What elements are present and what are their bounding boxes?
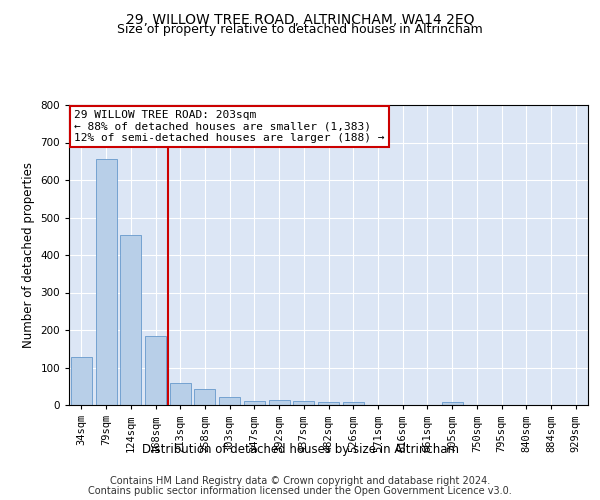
Bar	[318, 402, 339, 405]
Bar	[145, 336, 166, 405]
Bar	[120, 235, 141, 405]
Text: Distribution of detached houses by size in Altrincham: Distribution of detached houses by size …	[142, 442, 458, 456]
Bar	[442, 402, 463, 405]
Text: Size of property relative to detached houses in Altrincham: Size of property relative to detached ho…	[117, 22, 483, 36]
Text: 29, WILLOW TREE ROAD, ALTRINCHAM, WA14 2EQ: 29, WILLOW TREE ROAD, ALTRINCHAM, WA14 2…	[126, 12, 474, 26]
Bar	[71, 357, 92, 405]
Bar	[244, 400, 265, 405]
Bar	[219, 397, 240, 405]
Bar	[95, 159, 116, 405]
Y-axis label: Number of detached properties: Number of detached properties	[22, 162, 35, 348]
Text: Contains HM Land Registry data © Crown copyright and database right 2024.: Contains HM Land Registry data © Crown c…	[110, 476, 490, 486]
Bar	[343, 402, 364, 405]
Text: 29 WILLOW TREE ROAD: 203sqm
← 88% of detached houses are smaller (1,383)
12% of : 29 WILLOW TREE ROAD: 203sqm ← 88% of det…	[74, 110, 385, 142]
Bar	[293, 401, 314, 405]
Bar	[170, 382, 191, 405]
Bar	[194, 389, 215, 405]
Bar	[269, 400, 290, 405]
Text: Contains public sector information licensed under the Open Government Licence v3: Contains public sector information licen…	[88, 486, 512, 496]
